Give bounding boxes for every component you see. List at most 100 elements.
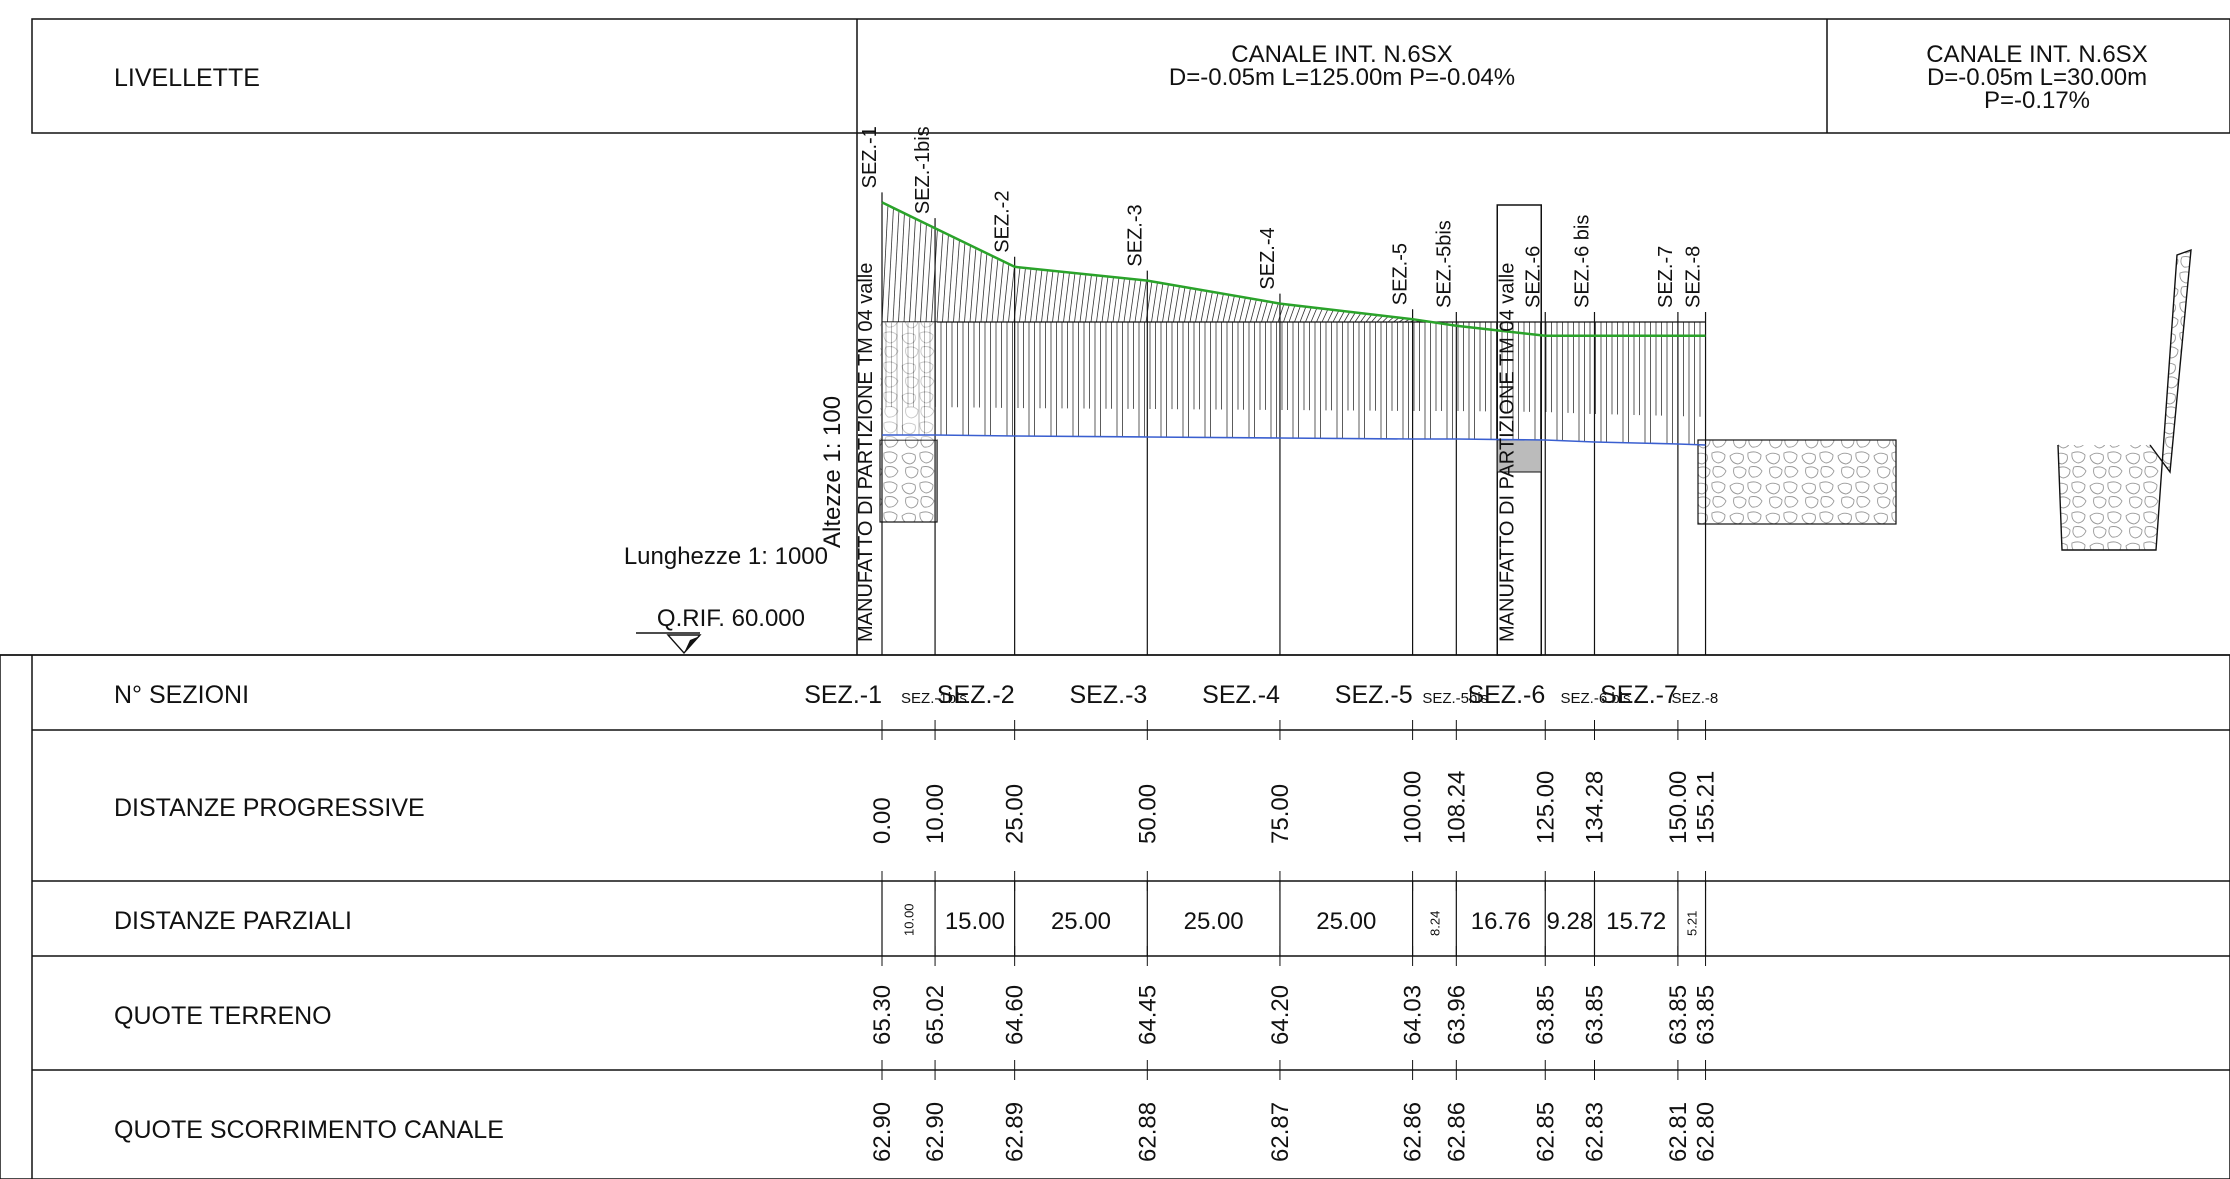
channel-elevation-cell: 62.86 xyxy=(1400,1102,1427,1162)
hatch-diagonal xyxy=(1332,310,1340,323)
partial-distance-cell: 16.76 xyxy=(1471,908,1531,935)
hatch-diagonal xyxy=(1052,271,1059,323)
profile-section-label: SEZ.-5bis xyxy=(1433,220,1455,308)
profile-area: SEZ.-1 SEZ.-1bis SEZ.-2 SEZ.-3 SEZ.-4 SEZ.-5 S… xyxy=(624,126,2192,656)
hatch-diagonal xyxy=(1063,272,1070,323)
ground-level-line xyxy=(881,201,1706,338)
channel-elevation-cell: 62.80 xyxy=(1693,1102,1720,1162)
hatch-diagonal xyxy=(1107,276,1114,323)
hatch-diagonal xyxy=(1085,274,1092,323)
hatch-diagonal xyxy=(1112,277,1120,323)
hatch-diagonal xyxy=(909,217,916,323)
hatch-diagonal xyxy=(953,239,960,323)
profile-section-label: SEZ.-7 xyxy=(1655,246,1677,308)
hatch-diagonal xyxy=(1217,293,1224,323)
hatch-diagonal xyxy=(1272,302,1279,323)
section-name-cell: SEZ.-3 xyxy=(1070,681,1148,709)
progressive-distance-cell: 134.28 xyxy=(1581,771,1608,844)
hatch-diagonal xyxy=(1074,273,1081,323)
hatch-diagonal xyxy=(1310,307,1318,323)
header-title: LIVELLETTE xyxy=(114,64,260,92)
hatch-diagonal xyxy=(1024,268,1032,323)
hatch-diagonal xyxy=(892,209,900,323)
channel-elevation-cell: 62.81 xyxy=(1665,1102,1692,1162)
section-name-cell: SEZ.-1bis xyxy=(901,690,967,707)
channel-elevation-cell: 62.85 xyxy=(1532,1102,1559,1162)
hatch-diagonal xyxy=(1041,269,1048,323)
channel-elevation-cell: 62.86 xyxy=(1443,1102,1470,1162)
section-name-cell: SEZ.-5 xyxy=(1335,681,1413,709)
channel-elevation-cell: 62.89 xyxy=(1002,1102,1029,1162)
section-vertical-labels: SEZ.-1 SEZ.-1bis SEZ.-2 SEZ.-3 SEZ.-4 SEZ.-5 S… xyxy=(855,126,1705,642)
profile-section-label: SEZ.-5 xyxy=(1390,243,1412,305)
hatch-diagonal xyxy=(969,247,977,323)
section-name-cell: SEZ.-4 xyxy=(1202,681,1280,709)
ground-elevation-cell: 63.85 xyxy=(1693,985,1720,1045)
hatch-diagonal xyxy=(903,215,911,323)
hatch-diagonal xyxy=(1184,287,1191,323)
structure-1-rockfill xyxy=(879,439,938,523)
hatch-diagonal xyxy=(1173,285,1180,323)
progressive-distance-cell: 125.00 xyxy=(1532,771,1559,844)
section-name-cell: SEZ.-8 xyxy=(1672,690,1719,707)
reference-level-label: Q.RIF. 60.000 xyxy=(657,605,805,632)
hatch-diagonal xyxy=(1178,286,1186,323)
row-label-progressive: DISTANZE PROGRESSIVE xyxy=(114,794,425,822)
progressive-distance-cell: 75.00 xyxy=(1267,784,1294,844)
profile-section-label: SEZ.-2 xyxy=(992,191,1014,253)
hatch-diagonal xyxy=(1195,289,1202,323)
hatch-diagonal xyxy=(980,252,988,323)
channel-cross-section xyxy=(2057,248,2192,551)
hatch-diagonal xyxy=(1189,288,1197,323)
profile-section-label: SEZ.-8 xyxy=(1683,246,1705,308)
hatch-diagonal xyxy=(1134,279,1142,323)
hatch-diagonal xyxy=(1299,306,1307,323)
height-scale-label: Altezze 1: 100 xyxy=(819,396,846,548)
table-cells: SEZ.-1 0.00 65.30 62.90 SEZ.-1bis 10.00 65.02 6… xyxy=(804,681,1719,1162)
channel-bed-line xyxy=(882,434,1706,446)
hatch-diagonal xyxy=(991,257,999,323)
partial-distance-cell: 25.00 xyxy=(1051,908,1111,935)
hatch-diagonal xyxy=(914,220,922,323)
structure-label: MANUFATTO DI PARTIZIONE TM 04 valle xyxy=(1496,263,1518,642)
hatch-diagonal xyxy=(1057,271,1065,323)
row-label-partial: DISTANZE PARZIALI xyxy=(114,907,352,935)
profile-section-label: SEZ.-6 bis xyxy=(1571,215,1593,308)
hatch-diagonal xyxy=(1305,306,1312,323)
hatch-diagonal xyxy=(1118,277,1125,323)
hatch-diagonal xyxy=(1277,303,1285,323)
header-table: LIVELLETTE CANALE INT. N.6SX D=-0.05m L=… xyxy=(31,18,2230,134)
hatch-diagonal xyxy=(1349,312,1356,323)
progressive-distance-cell: 100.00 xyxy=(1400,771,1427,844)
hatch-diagonal xyxy=(1354,312,1362,323)
row-label-ground: QUOTE TERRENO xyxy=(114,1002,332,1030)
hatch-diagonal xyxy=(1002,263,1010,323)
section-name-cell: SEZ.-6 xyxy=(1467,681,1545,709)
segment-1-params: D=-0.05m L=125.00m P=-0.04% xyxy=(1169,64,1515,91)
profile-section-label: SEZ.-3 xyxy=(1124,204,1146,266)
progressive-distance-cell: 25.00 xyxy=(1002,784,1029,844)
structure-label: MANUFATTO DI PARTIZIONE TM 04 valle xyxy=(855,263,877,642)
segment-2-slope: P=-0.17% xyxy=(1984,87,2090,114)
progressive-distance-cell: 50.00 xyxy=(1134,784,1161,844)
channel-elevation-cell: 62.90 xyxy=(869,1102,896,1162)
channel-elevation-cell: 62.83 xyxy=(1581,1102,1608,1162)
hatch-diagonal xyxy=(1162,283,1169,323)
segment-2-params: D=-0.05m L=30.00m xyxy=(1927,64,2147,91)
section-name-cell: SEZ.-5bis xyxy=(1422,690,1488,707)
hatch-diagonal xyxy=(887,206,894,323)
ground-elevation-cell: 63.85 xyxy=(1581,985,1608,1045)
hatch-diagonal xyxy=(1206,291,1213,323)
hatch-diagonal xyxy=(1244,298,1252,323)
hatch-diagonal xyxy=(1283,304,1290,323)
profile-section-label: SEZ.-6 xyxy=(1522,246,1544,308)
partial-distance-cell: 25.00 xyxy=(1316,908,1376,935)
ground-elevation-cell: 65.02 xyxy=(922,985,949,1045)
hatch-diagonal xyxy=(1228,295,1235,323)
hatch-diagonal xyxy=(925,225,933,323)
hatch-diagonal xyxy=(881,204,889,323)
reference-level-icon xyxy=(636,632,702,655)
profile-section-label: SEZ.-4 xyxy=(1257,227,1279,289)
section-name-cell: SEZ.-2 xyxy=(937,681,1015,709)
